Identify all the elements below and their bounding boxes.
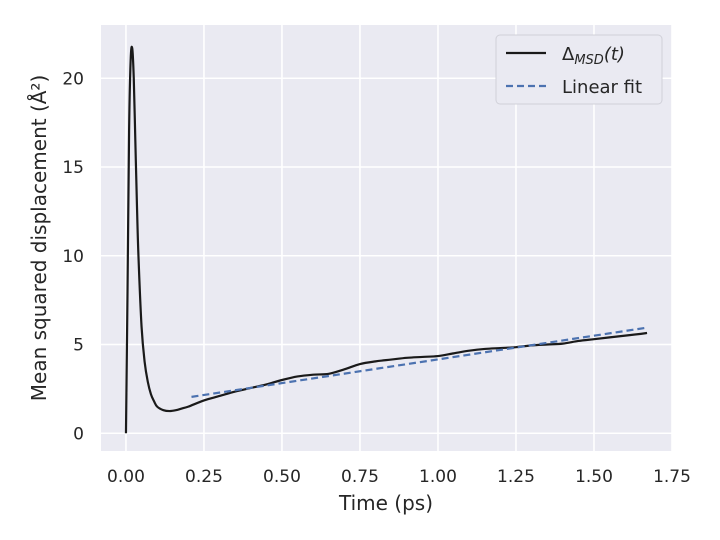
x-tick-label: 1.25 bbox=[497, 467, 535, 487]
y-axis-label: Mean squared displacement (Å²) bbox=[27, 75, 51, 401]
x-gridlines bbox=[125, 25, 673, 451]
y-gridlines bbox=[101, 77, 672, 435]
x-tick-label: 0.75 bbox=[341, 467, 379, 487]
x-tick-label: 0.00 bbox=[107, 467, 145, 487]
x-tick-label: 1.75 bbox=[653, 467, 691, 487]
y-tick-labels: 0 5 10 15 20 bbox=[62, 69, 84, 444]
y-tick-label: 5 bbox=[73, 336, 84, 356]
series-layer bbox=[124, 45, 648, 434]
legend-label-fit: Linear fit bbox=[562, 77, 642, 98]
series-line-msd bbox=[124, 45, 648, 434]
y-tick-label: 10 bbox=[62, 247, 84, 267]
x-tick-label: 1.50 bbox=[575, 467, 613, 487]
x-axis-label: Time (ps) bbox=[338, 491, 433, 515]
legend: ΔMSD(t) Linear fit bbox=[495, 34, 663, 105]
x-tick-label: 1.00 bbox=[419, 467, 457, 487]
x-tick-label: 0.50 bbox=[263, 467, 301, 487]
y-tick-label: 15 bbox=[62, 158, 84, 178]
legend-label-msd: ΔMSD(t) bbox=[562, 44, 625, 68]
y-tick-label: 20 bbox=[62, 69, 84, 89]
x-tick-label: 0.25 bbox=[185, 467, 223, 487]
y-tick-label: 0 bbox=[73, 424, 84, 444]
x-tick-labels: 0.00 0.25 0.50 0.75 1.00 1.25 1.50 1.75 bbox=[107, 467, 691, 487]
